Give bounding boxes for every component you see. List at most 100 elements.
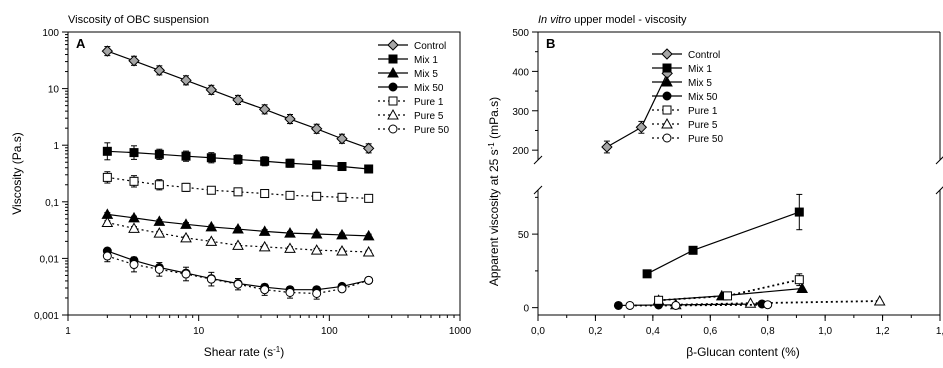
data-point	[181, 269, 191, 279]
legend-marker	[387, 66, 399, 78]
data-point	[258, 103, 271, 116]
legend-marker	[661, 75, 673, 87]
data-point	[180, 218, 192, 229]
series-pure-5	[101, 216, 375, 257]
data-point	[129, 176, 139, 186]
data-point	[154, 180, 164, 190]
series-control	[601, 67, 673, 154]
y-tick-label: 100	[42, 28, 59, 39]
series-line	[107, 255, 369, 295]
y-tick-label: 0,1	[45, 198, 59, 209]
legend-marker	[387, 39, 399, 51]
y-tick-label: 200	[512, 146, 529, 157]
data-point	[258, 240, 271, 252]
data-point	[102, 251, 112, 261]
data-point	[260, 156, 270, 166]
data-point	[154, 149, 164, 159]
data-point	[336, 228, 348, 240]
data-point	[671, 300, 681, 310]
data-point	[794, 207, 804, 217]
data-point	[337, 284, 347, 294]
data-point	[232, 239, 244, 250]
data-point	[284, 113, 296, 125]
data-point	[180, 231, 192, 243]
y-tick-label: 500	[512, 28, 529, 39]
data-point	[312, 288, 322, 298]
data-point	[312, 160, 322, 170]
data-point	[625, 300, 635, 310]
x-tick-label: 0,0	[531, 326, 545, 337]
series-mix-5	[101, 208, 375, 241]
legend-marker	[662, 133, 672, 143]
data-point	[310, 227, 323, 239]
axis-break-mark	[533, 185, 543, 195]
data-point	[128, 211, 140, 223]
x-tick-label: 0,6	[703, 326, 717, 337]
data-point	[337, 162, 347, 172]
axis-break-mark	[533, 155, 543, 165]
y-axis-title: Apparent viscosity at 25 s-1 (mPa.s)	[487, 97, 501, 286]
x-tick-label: 0,4	[646, 326, 660, 337]
data-point	[744, 297, 757, 308]
data-point	[153, 227, 166, 238]
data-point	[336, 133, 348, 145]
legend-marker	[388, 96, 398, 106]
data-point	[102, 172, 112, 182]
x-tick-label: 0,8	[761, 326, 775, 337]
data-point	[233, 154, 243, 164]
data-point	[364, 275, 374, 285]
data-point	[796, 282, 809, 294]
data-point	[364, 164, 374, 174]
y-axis-title: Viscosity (Pa.s)	[10, 132, 24, 214]
data-point	[154, 264, 164, 274]
data-point	[613, 300, 623, 310]
data-point	[336, 244, 348, 256]
legend-label: Control	[414, 41, 446, 52]
legend-marker	[388, 82, 398, 92]
legend-label: Mix 1	[688, 64, 712, 75]
legend-marker	[662, 105, 672, 115]
series-pure-5	[669, 294, 886, 310]
data-point	[723, 291, 733, 301]
data-point	[873, 294, 886, 306]
legend-label: Mix 50	[414, 83, 444, 94]
x-tick-label: 1	[65, 326, 71, 337]
data-point	[232, 223, 244, 234]
panel-a-title: Viscosity of OBC suspension	[68, 14, 209, 26]
data-point	[206, 274, 216, 284]
data-point	[284, 242, 296, 253]
series-line	[675, 300, 880, 306]
y-tick-label: 50	[518, 230, 530, 241]
data-point	[206, 185, 216, 195]
data-point	[129, 260, 139, 270]
data-point	[601, 141, 613, 153]
data-point	[284, 227, 296, 238]
data-point	[233, 187, 243, 197]
x-tick-label: 10	[193, 326, 205, 337]
series-line	[646, 211, 800, 275]
panel-b: In vitro upper model - viscosity B 0,0 0,2 0…	[487, 14, 943, 359]
data-point	[205, 84, 218, 96]
data-point	[181, 182, 191, 192]
series-mix-1	[102, 142, 374, 174]
data-point	[101, 45, 114, 57]
data-point	[688, 245, 698, 255]
legend-label: Pure 50	[688, 134, 723, 145]
panel-a-letter: A	[76, 36, 86, 51]
legend-label: Mix 5	[688, 78, 712, 89]
data-point	[102, 146, 112, 156]
data-point	[260, 189, 270, 199]
legend-label: Pure 5	[414, 111, 444, 122]
series-pure-1	[102, 171, 374, 203]
data-point	[364, 193, 374, 203]
legend-label: Mix 5	[414, 69, 438, 80]
panel-a-legend: Control Mix 1 Mix 5 Mix 50 Pure 1 Pure 5 Pure …	[378, 39, 449, 136]
y-tick-label: 10	[48, 85, 60, 96]
data-point	[635, 121, 648, 134]
legend-marker	[387, 108, 399, 120]
legend-label: Pure 1	[688, 106, 718, 117]
legend-marker	[388, 124, 398, 134]
data-point	[794, 275, 804, 285]
